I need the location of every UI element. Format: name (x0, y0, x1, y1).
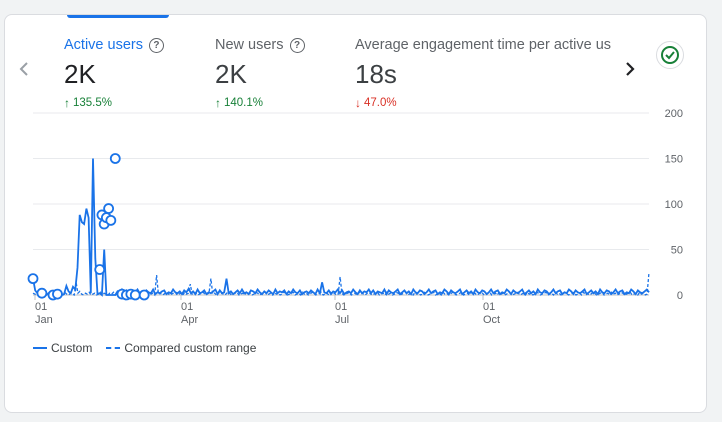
delta-value: 140.1% (224, 97, 264, 109)
chevron-left-icon (19, 62, 28, 76)
y-tick-label: 100 (665, 199, 683, 211)
legend-label: Custom (51, 341, 93, 355)
data-point-markers (27, 153, 150, 301)
metric-label: Average engagement time per active us (355, 37, 612, 53)
data-point-marker (94, 264, 106, 275)
data-point-marker (36, 287, 48, 299)
metric-engagement-time[interactable]: Average engagement time per active us 18… (355, 37, 615, 110)
y-axis-ticks: 200 150 100 50 0 (665, 108, 683, 302)
help-icon[interactable]: ? (148, 37, 164, 53)
metric-delta: ↓ 47.0% (355, 96, 615, 110)
legend-item-compared[interactable]: Compared custom range (106, 341, 256, 355)
x-tick-month: Jan (35, 314, 53, 326)
solid-line-swatch (33, 347, 47, 349)
arrow-down-icon: ↓ (355, 96, 361, 110)
delta-value: 135.5% (73, 97, 113, 109)
y-tick-label: 200 (665, 108, 683, 120)
x-tick-day: 01 (483, 301, 495, 313)
x-tick-month: Oct (483, 314, 500, 326)
chart-legend: Custom Compared custom range (33, 341, 270, 355)
metric-label: New users (215, 37, 284, 53)
y-tick-label: 0 (677, 290, 683, 302)
legend-label: Compared custom range (124, 341, 257, 355)
dashed-line-swatch (106, 347, 121, 349)
data-point-marker (103, 203, 115, 214)
data-point-marker (52, 288, 63, 300)
metric-value: 2K (64, 59, 96, 89)
y-tick-label: 50 (671, 245, 683, 257)
metric-card: Active users ? 2K ↑ 135.5% New users ? 2… (4, 14, 707, 413)
metric-label: Active users (64, 37, 143, 53)
x-tick-month: Apr (181, 314, 198, 326)
y-tick-label: 150 (665, 154, 683, 166)
x-tick-day: 01 (35, 301, 47, 313)
metric-new-users[interactable]: New users ? 2K ↑ 140.1% (215, 37, 305, 110)
active-tab-indicator (67, 15, 169, 18)
data-point-marker (27, 273, 39, 285)
help-icon[interactable]: ? (289, 37, 305, 53)
data-point-marker (138, 289, 150, 301)
data-point-marker (105, 214, 117, 226)
x-tick-day: 01 (335, 301, 347, 313)
status-indicator[interactable] (656, 41, 684, 69)
metric-value: 18s (355, 59, 397, 89)
arrow-up-icon: ↑ (64, 96, 70, 110)
check-circle-icon (661, 46, 679, 64)
chart-grid (33, 112, 649, 296)
metric-delta: ↑ 140.1% (215, 96, 305, 110)
primary-line (32, 158, 650, 297)
delta-value: 47.0% (364, 97, 397, 109)
data-point-marker (109, 153, 121, 164)
legend-item-custom[interactable]: Custom (33, 341, 92, 355)
x-tick-month: Jul (335, 314, 349, 326)
primary-series (32, 158, 650, 297)
metric-delta: ↑ 135.5% (64, 96, 164, 110)
previous-metrics-button[interactable] (13, 55, 35, 83)
x-tick-day: 01 (181, 301, 193, 313)
data-point-marker (129, 289, 141, 301)
next-metrics-button[interactable] (619, 55, 641, 83)
metric-value: 2K (215, 59, 247, 89)
metric-active-users[interactable]: Active users ? 2K ↑ 135.5% (64, 37, 164, 110)
arrow-up-icon: ↑ (215, 96, 221, 110)
chevron-right-icon (626, 62, 635, 76)
